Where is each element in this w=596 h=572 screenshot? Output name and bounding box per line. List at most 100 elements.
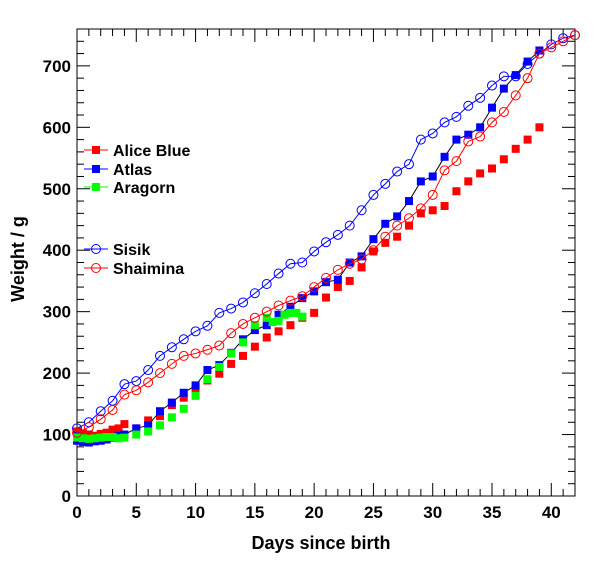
data-point-shaimina bbox=[487, 117, 497, 128]
data-point-sisik bbox=[463, 100, 474, 111]
data-point-alice-blue bbox=[114, 424, 123, 433]
x-tick-label: 30 bbox=[423, 503, 442, 522]
x-tick-label: 20 bbox=[305, 503, 324, 522]
data-point-shaimina bbox=[297, 291, 308, 302]
data-point-sisik bbox=[143, 365, 154, 376]
data-point-alice-blue bbox=[405, 221, 413, 230]
data-point-aragorn bbox=[90, 434, 99, 443]
data-point-alice-blue bbox=[215, 369, 224, 378]
data-point-atlas bbox=[405, 197, 413, 206]
data-point-atlas bbox=[440, 152, 449, 161]
legend-label: Sisik bbox=[113, 242, 150, 259]
data-point-shaimina bbox=[178, 350, 189, 361]
data-point-atlas bbox=[156, 407, 164, 416]
data-point-alice-blue bbox=[452, 187, 461, 196]
data-point-aragorn bbox=[108, 433, 117, 442]
data-point-atlas bbox=[203, 366, 212, 375]
data-point-shaimina bbox=[202, 344, 213, 355]
data-point-shaimina bbox=[155, 368, 165, 379]
data-point-aragorn bbox=[268, 318, 277, 327]
data-point-alice-blue bbox=[322, 293, 330, 302]
legend-entry-atlas: Atlas bbox=[84, 162, 152, 179]
data-point-atlas bbox=[191, 381, 200, 390]
data-point-sisik bbox=[510, 71, 521, 82]
data-point-sisik bbox=[226, 303, 237, 314]
data-point-shaimina bbox=[273, 300, 284, 311]
data-point-sisik bbox=[344, 220, 355, 231]
data-point-atlas bbox=[345, 258, 354, 267]
data-point-alice-blue bbox=[102, 428, 111, 437]
data-point-alice-blue bbox=[120, 420, 129, 429]
data-point-shaimina bbox=[534, 48, 545, 59]
data-point-alice-blue bbox=[250, 342, 259, 351]
data-point-aragorn bbox=[102, 433, 111, 442]
data-point-atlas bbox=[499, 84, 508, 93]
y-tick-label: 300 bbox=[43, 303, 71, 322]
data-point-sisik bbox=[166, 342, 177, 353]
data-point-shaimina bbox=[214, 340, 225, 351]
data-point-shaimina bbox=[143, 377, 154, 388]
data-point-aragorn bbox=[167, 413, 176, 422]
legend-label: Aragorn bbox=[113, 180, 175, 197]
data-point-atlas bbox=[132, 424, 141, 433]
data-point-atlas bbox=[144, 421, 153, 430]
data-point-shaimina bbox=[238, 318, 248, 329]
legend-entry-sisik: Sisik bbox=[84, 242, 150, 259]
series-layer bbox=[72, 30, 580, 447]
data-point-shaimina bbox=[451, 156, 462, 167]
data-point-sisik bbox=[522, 59, 533, 70]
series-line-sisik bbox=[76, 34, 576, 429]
data-point-sisik bbox=[178, 334, 189, 345]
data-point-shaimina bbox=[558, 36, 569, 47]
data-point-aragorn bbox=[286, 308, 295, 317]
data-point-atlas bbox=[452, 135, 461, 144]
data-point-aragorn bbox=[156, 421, 164, 430]
data-point-sisik bbox=[404, 159, 414, 170]
data-point-alice-blue bbox=[488, 164, 496, 173]
data-point-aragorn bbox=[191, 391, 200, 400]
data-point-aragorn bbox=[239, 338, 247, 347]
data-point-alice-blue bbox=[78, 429, 87, 438]
legend-entry-aragorn: Aragorn bbox=[84, 180, 175, 197]
data-point-aragorn bbox=[84, 434, 93, 443]
legend-marker bbox=[92, 165, 100, 173]
data-point-atlas bbox=[488, 103, 496, 112]
data-point-sisik bbox=[202, 320, 213, 331]
data-point-sisik bbox=[487, 80, 497, 91]
data-point-sisik bbox=[95, 406, 106, 417]
data-point-aragorn bbox=[292, 308, 301, 317]
data-point-atlas bbox=[416, 177, 425, 186]
data-point-shaimina bbox=[190, 348, 201, 359]
data-point-shaimina bbox=[119, 389, 130, 400]
data-point-shaimina bbox=[344, 258, 355, 269]
data-point-atlas bbox=[286, 302, 295, 311]
x-tick-label: 25 bbox=[364, 503, 383, 522]
data-point-atlas bbox=[476, 123, 485, 132]
data-point-atlas bbox=[333, 275, 342, 284]
data-point-sisik bbox=[475, 92, 486, 103]
y-tick-label: 0 bbox=[62, 487, 71, 506]
legend-marker bbox=[91, 263, 101, 273]
data-point-sisik bbox=[249, 288, 260, 299]
data-point-shaimina bbox=[498, 106, 509, 117]
data-point-sisik bbox=[558, 33, 569, 44]
data-point-alice-blue bbox=[286, 321, 295, 330]
data-point-shaimina bbox=[368, 245, 379, 256]
data-point-alice-blue bbox=[144, 416, 153, 425]
data-point-atlas bbox=[511, 71, 520, 80]
y-tick-label: 200 bbox=[43, 364, 71, 383]
data-point-alice-blue bbox=[476, 169, 485, 178]
data-point-sisik bbox=[392, 166, 403, 177]
data-point-aragorn bbox=[144, 427, 153, 436]
data-point-aragorn bbox=[262, 313, 271, 322]
data-point-aragorn bbox=[280, 310, 289, 319]
data-point-atlas bbox=[393, 212, 402, 221]
legend-marker bbox=[91, 244, 101, 254]
data-point-sisik bbox=[356, 205, 367, 216]
data-point-shaimina bbox=[546, 42, 557, 53]
data-point-shaimina bbox=[463, 136, 474, 147]
data-point-shaimina bbox=[392, 220, 403, 231]
